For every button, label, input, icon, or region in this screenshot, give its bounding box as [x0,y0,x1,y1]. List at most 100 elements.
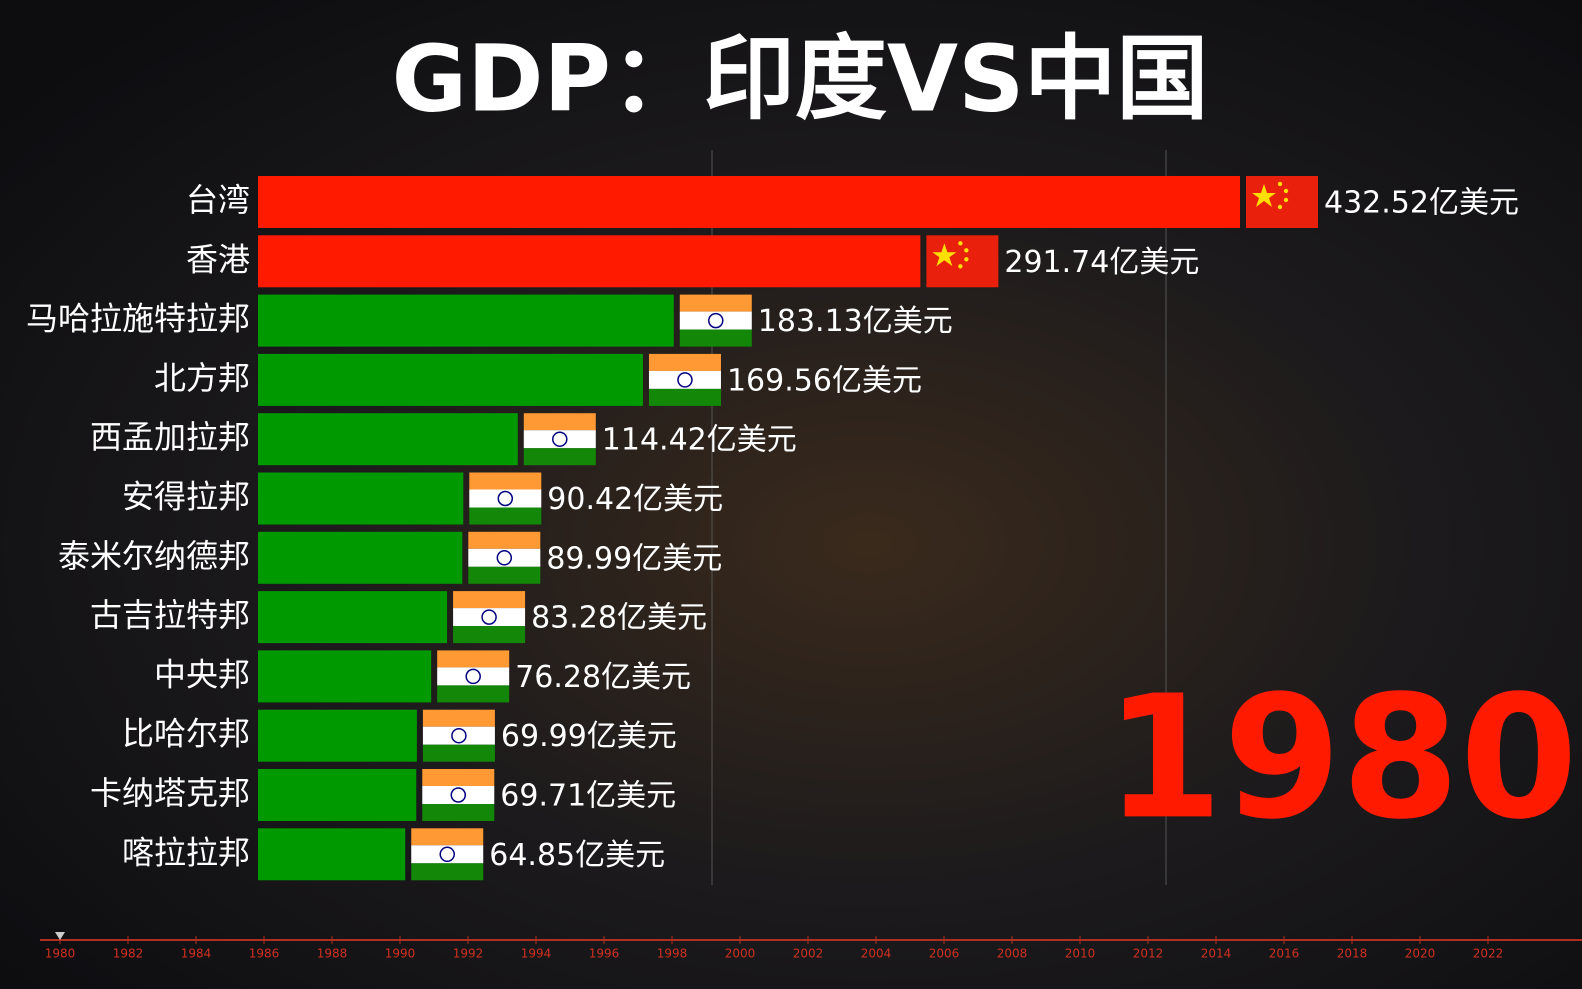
value-label: 90.42亿美元 [547,482,723,517]
flag-band [453,591,526,609]
timeline-tick-label: 1982 [113,947,144,961]
flag-band [468,531,541,549]
flag-star [958,264,963,269]
timeline-tick-label: 2006 [929,947,960,961]
value-label: 83.28亿美元 [531,601,707,636]
timeline-tick-label: 1990 [385,947,416,961]
flag-band [437,685,510,703]
flag-band [468,548,541,567]
india-flag [422,769,495,821]
category-label: 安得拉邦 [122,478,250,516]
flag-band [411,863,484,881]
bar [258,413,518,466]
india-flag [468,531,541,584]
timeline-tick-label: 1986 [249,947,280,961]
value-label: 76.28亿美元 [515,660,691,695]
flag-band [453,626,526,644]
value-label: 114.42亿美元 [602,423,797,458]
flag-wheel [481,609,497,625]
flag-star [1277,204,1283,210]
timeline-tick-label: 1992 [453,947,484,961]
category-label: 喀拉拉邦 [122,833,250,871]
flag-band [422,726,495,745]
bar [258,650,432,703]
timeline-tick-label: 2020 [1405,947,1436,961]
category-label: 泰米尔纳德邦 [58,537,250,575]
category-label: 台湾 [186,181,250,219]
timeline-tick-label: 2016 [1269,947,1300,961]
flag-band [679,329,752,347]
bar [258,591,448,644]
flag-band [437,650,510,668]
flag-star [1277,181,1283,187]
india-flag [523,413,596,466]
timeline-tick-label: 2008 [997,947,1028,961]
category-label: 马哈拉施特拉邦 [26,300,250,338]
flag-wheel [465,668,481,685]
flag-wheel [497,490,514,507]
flag-star [964,257,969,262]
india-flag [437,650,510,703]
flag-band [679,311,752,330]
flag-star [958,241,963,246]
india-flag [469,472,542,525]
bar [258,353,643,406]
flag-band [523,430,596,449]
flag-band [411,828,484,846]
flag-wheel [450,787,467,803]
flag-band [523,448,596,466]
timeline-tick-label: 2022 [1473,947,1504,961]
china-flag [1246,176,1318,228]
flag-band [648,353,721,371]
flag-star [1283,197,1289,203]
flag-band [437,667,510,686]
value-label: 183.13亿美元 [758,304,953,339]
flag-star [964,248,969,253]
flag-band [523,413,596,431]
category-label: 香港 [186,240,250,278]
value-label: 69.71亿美元 [500,779,676,814]
china-flag [926,235,999,288]
category-label: 古吉拉特邦 [90,596,250,634]
flag-wheel [552,431,568,447]
flag-band [411,845,484,864]
flag-band [468,566,541,584]
category-label: 卡纳塔克邦 [90,774,250,812]
bar [258,176,1240,228]
timeline-tick-label: 1996 [589,947,620,961]
flag-band [648,388,721,406]
india-flag [422,709,495,762]
flag-band [422,786,495,804]
bar [258,531,463,584]
bar [258,828,406,881]
category-label: 比哈尔邦 [122,715,250,753]
flag-band [469,472,542,490]
bar [258,769,417,821]
india-flag [679,294,752,347]
bar [258,472,464,525]
category-label: 中央邦 [154,655,250,693]
flag-wheel [496,550,513,566]
bar [258,235,921,288]
india-flag [411,828,484,881]
chart-title: GDP：印度VS中国 [392,25,1209,132]
timeline-tick-label: 1998 [657,947,688,961]
india-flag [453,591,526,644]
timeline-tick-label: 1980 [45,947,76,961]
flag-band [679,294,752,312]
india-flag [648,353,721,406]
value-label: 291.74亿美元 [1004,245,1199,280]
flag-band [422,744,495,762]
value-label: 432.52亿美元 [1324,186,1519,221]
flag-band [422,804,495,821]
flag-band [453,608,526,627]
category-label: 北方邦 [154,359,250,397]
value-label: 89.99亿美元 [546,541,722,576]
flag-band [422,709,495,727]
timeline-tick-label: 2014 [1201,947,1232,961]
flag-band [469,489,542,508]
flag-star [932,243,957,267]
flag-star [1283,188,1289,194]
